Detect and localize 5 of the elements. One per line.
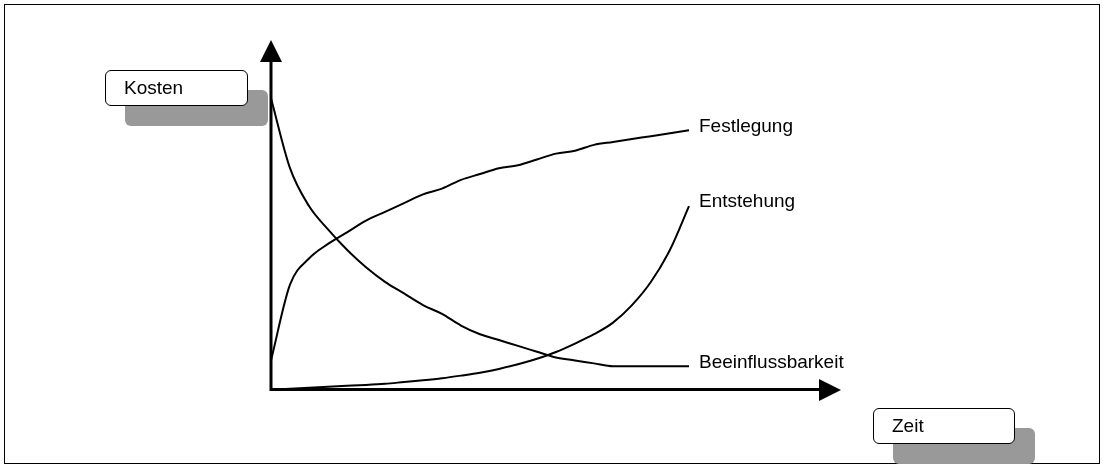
series-label: Festlegung xyxy=(699,114,794,136)
series-label: Beeinflussbarkeit xyxy=(699,350,845,372)
x-axis-title: Zeit xyxy=(873,408,1015,444)
y-axis-title: Kosten xyxy=(105,70,248,106)
series-label: Entstehung xyxy=(699,190,796,212)
